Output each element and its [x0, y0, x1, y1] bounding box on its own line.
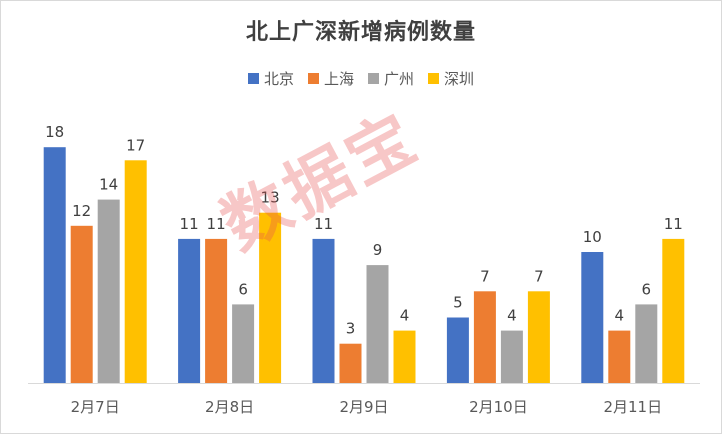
data-label: 12: [72, 202, 91, 220]
bar: [70, 225, 93, 383]
bar: [662, 238, 685, 383]
bar: [581, 252, 604, 383]
data-label: 11: [207, 215, 226, 233]
data-label: 10: [583, 228, 602, 246]
legend-label: 北京: [263, 70, 294, 88]
chart-legend: 北京 上海 广州 深圳: [0, 68, 722, 89]
bar: [366, 265, 389, 383]
data-label: 4: [507, 307, 517, 325]
legend-label: 上海: [323, 70, 354, 88]
bar: [43, 147, 66, 383]
legend-swatch: [307, 73, 319, 84]
legend-label: 深圳: [444, 70, 475, 88]
bar: [205, 238, 228, 383]
data-label: 6: [238, 280, 248, 298]
data-label: 6: [642, 280, 652, 298]
data-label: 13: [261, 189, 280, 207]
data-label: 4: [400, 307, 410, 325]
data-label: 5: [453, 294, 463, 312]
legend-swatch: [368, 73, 379, 84]
bar: [259, 212, 282, 383]
data-label: 4: [615, 307, 625, 325]
data-label: 14: [99, 176, 118, 194]
data-label: 18: [45, 123, 64, 141]
data-label: 7: [480, 267, 490, 285]
bar: [393, 330, 416, 383]
bar: [635, 304, 658, 383]
x-tick-label: 2月10日: [469, 398, 528, 416]
bar: [339, 343, 362, 383]
bar: [312, 238, 335, 383]
legend-item: 深圳: [428, 68, 474, 89]
data-label: 11: [314, 215, 333, 233]
bar: [500, 330, 523, 383]
bar: [446, 317, 469, 383]
legend-swatch: [428, 73, 440, 84]
data-label: 7: [534, 267, 544, 285]
bar: [232, 304, 255, 383]
bar: [527, 291, 550, 383]
x-tick-label: 2月9日: [339, 398, 388, 416]
x-tick-label: 2月8日: [205, 398, 254, 416]
chart-title: 北上广深新增病例数量: [245, 20, 476, 45]
bar: [124, 160, 147, 383]
data-label: 11: [180, 215, 199, 233]
data-label: 3: [346, 320, 356, 338]
x-tick-label: 2月7日: [71, 398, 120, 416]
legend-item: 北京: [247, 68, 294, 89]
legend-item: 广州: [368, 68, 414, 89]
data-label: 17: [126, 136, 145, 154]
bar: [97, 199, 120, 383]
legend-swatch: [247, 73, 259, 84]
bar: [473, 291, 496, 383]
data-label: 9: [373, 241, 383, 259]
x-tick-label: 2月11日: [603, 398, 662, 416]
bar: [608, 330, 631, 383]
bar: [178, 238, 201, 383]
legend-item: 上海: [307, 68, 354, 89]
legend-label: 广州: [384, 70, 415, 88]
data-label: 11: [664, 215, 683, 233]
